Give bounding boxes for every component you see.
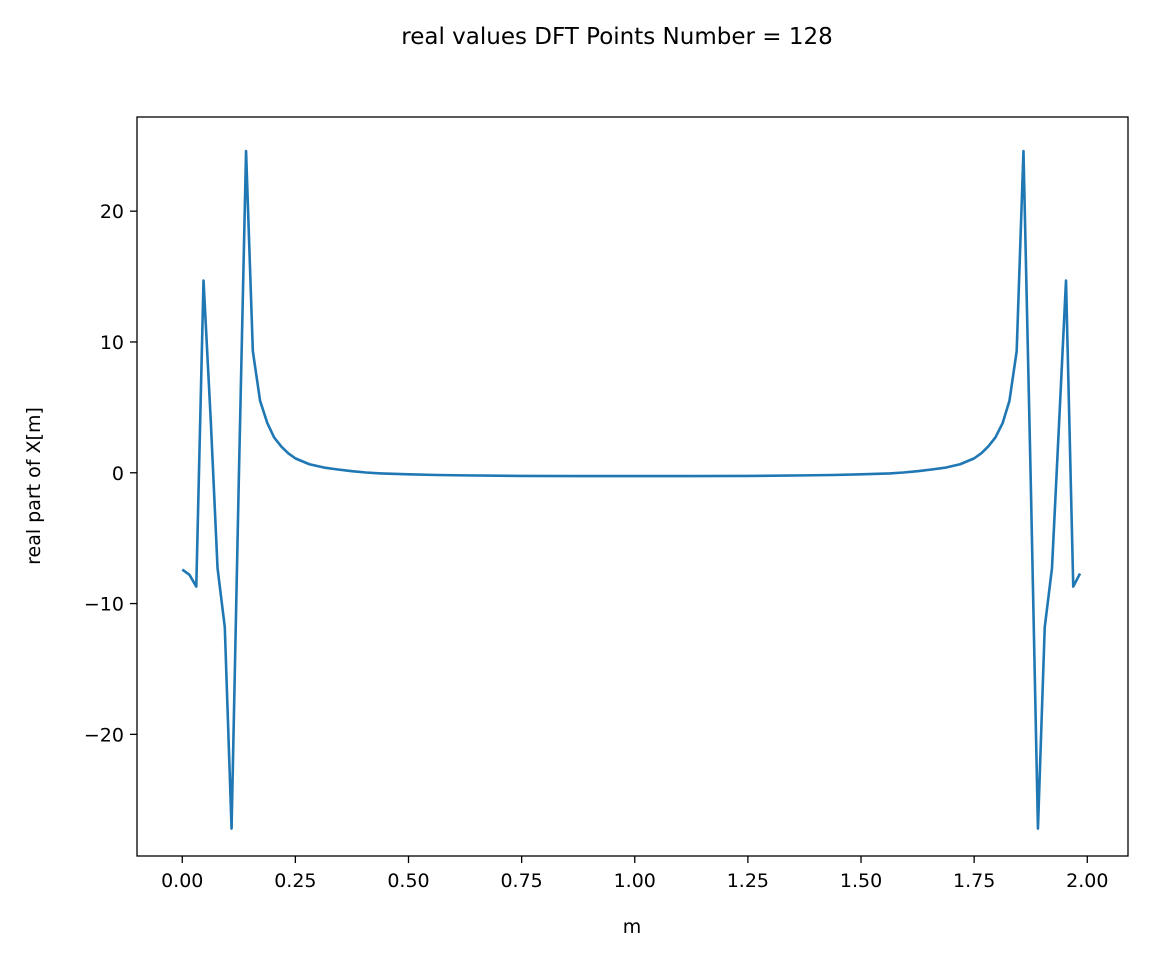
x-tick-label: 1.25 [727, 870, 769, 892]
x-tick-label: 0.25 [274, 870, 316, 892]
chart-title: real values DFT Points Number = 128 [401, 24, 833, 50]
y-tick-label: 20 [100, 201, 124, 223]
x-tick-label: 0.00 [161, 870, 203, 892]
x-axis-label: m [623, 916, 642, 938]
y-tick-label: −10 [84, 594, 124, 616]
y-tick-label: −20 [84, 724, 124, 746]
plot-frame [136, 116, 1129, 857]
x-tick-label: 2.00 [1066, 870, 1108, 892]
series-line [181, 149, 1082, 830]
x-tick-label: 0.75 [500, 870, 542, 892]
y-axis-label: real part of X[m] [23, 407, 45, 565]
x-tick-label: 1.50 [840, 870, 882, 892]
y-axis: −20 −10 0 10 20 [84, 201, 137, 746]
x-tick-label: 1.75 [953, 870, 995, 892]
y-tick-label: 10 [100, 332, 124, 354]
y-tick-label: 0 [112, 463, 124, 485]
x-tick-label: 1.00 [614, 870, 656, 892]
x-tick-label: 0.50 [387, 870, 429, 892]
x-axis: 0.00 0.25 0.50 0.75 1.00 1.25 1.50 1.75 2.00 [161, 856, 1108, 892]
